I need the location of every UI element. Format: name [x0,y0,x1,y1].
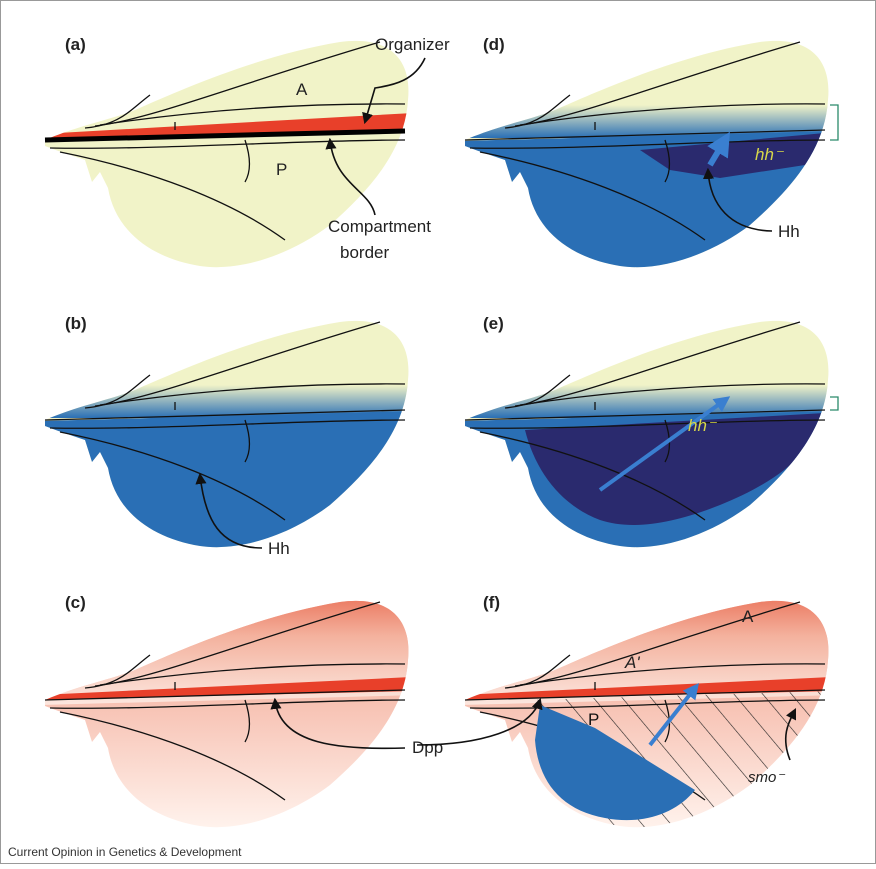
panel-label: (d) [483,35,505,54]
annotation: Compartment [328,217,431,236]
annotation: hh⁻ [755,145,785,164]
annotation: smo⁻ [748,769,785,786]
annotation: A [296,80,308,99]
footer: Current Opinion in Genetics & Developmen… [8,845,242,859]
annotation: A [742,607,754,626]
annotation: hh⁻ [688,416,718,435]
annotation: Hh [778,222,800,241]
annotation: Dpp [412,738,443,757]
annotation: P [588,710,599,729]
panel-label: (f) [483,593,500,612]
panel-label: (b) [65,314,87,333]
annotation: A' [624,653,640,672]
annotation: Organizer [375,35,450,54]
panel-label: (c) [65,593,86,612]
figure: (a) Organizer A P Compartment border (b)… [0,0,876,864]
panel-label: (e) [483,314,504,333]
panel-label: (a) [65,35,86,54]
annotation: Hh [268,539,290,558]
annotation: border [340,243,389,262]
annotation: P [276,160,287,179]
